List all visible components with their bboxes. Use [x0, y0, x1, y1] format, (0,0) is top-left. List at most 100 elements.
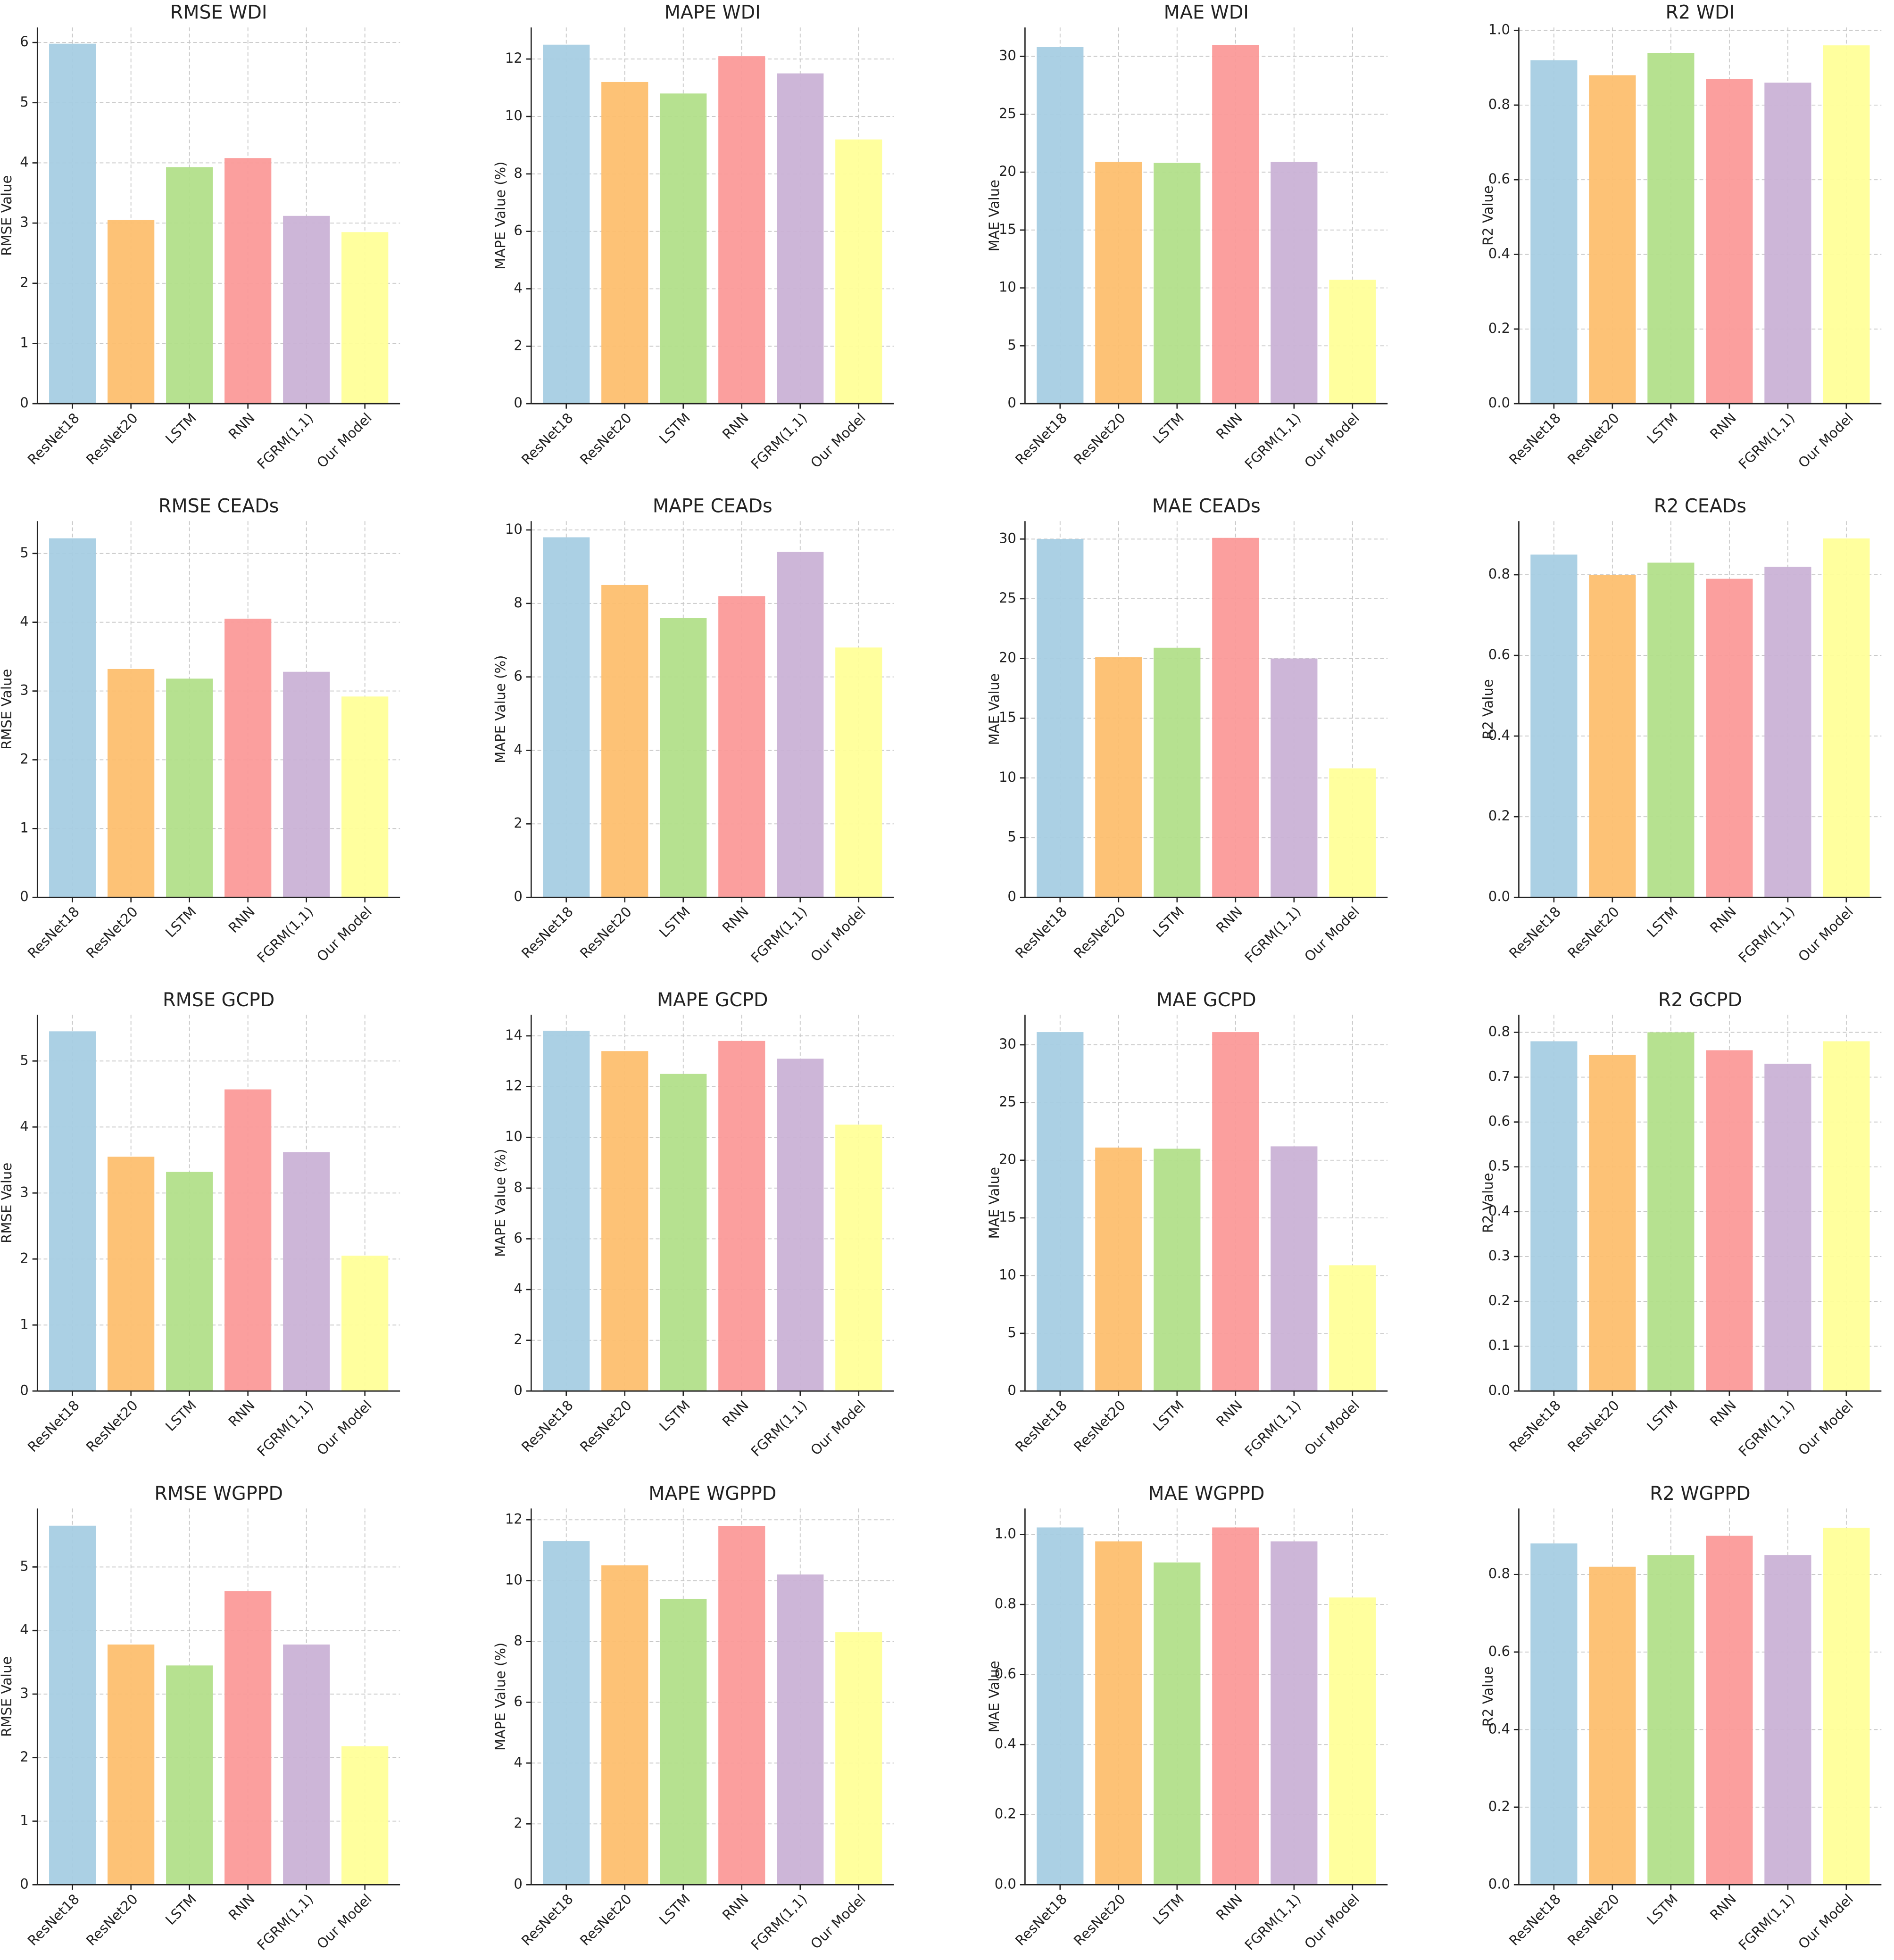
y-tick-label: 0 [20, 1876, 28, 1892]
y-tick-label: 2 [514, 1331, 522, 1348]
x-tick-label: FGRM(1,1) [748, 903, 810, 966]
bar [49, 43, 96, 404]
x-tick-label: FGRM(1,1) [1736, 410, 1798, 472]
x-tick-label: ResNet18 [1506, 903, 1564, 961]
y-tick-label: 0.0 [1488, 1876, 1510, 1892]
y-tick-label: 0.2 [995, 1806, 1016, 1822]
y-tick-label: 0.6 [1488, 646, 1510, 662]
bar [1037, 1032, 1084, 1391]
y-tick-label: 8 [514, 595, 522, 611]
y-tick-label: 5 [1007, 829, 1016, 845]
y-axis-label: RMSE Value [0, 669, 15, 750]
bar [835, 1632, 882, 1885]
bar [166, 1172, 213, 1391]
x-tick-label: ResNet18 [1012, 1891, 1070, 1949]
x-tick-label: RNN [1707, 410, 1739, 442]
y-tick-label: 0.2 [1488, 1798, 1510, 1814]
x-tick-label: FGRM(1,1) [1242, 410, 1304, 472]
x-tick-label: LSTM [1150, 1397, 1187, 1434]
x-tick-label: LSTM [656, 1891, 693, 1928]
y-tick-label: 0 [20, 395, 28, 411]
x-tick-label: RNN [719, 410, 752, 442]
x-tick-label: Our Model [314, 1891, 375, 1952]
x-tick-label: ResNet20 [83, 903, 141, 961]
bar [166, 167, 213, 404]
bar [1647, 562, 1695, 898]
y-tick-label: 1 [20, 819, 28, 835]
bar [1764, 1064, 1811, 1391]
bar [1706, 1535, 1753, 1885]
x-tick-label: LSTM [162, 1397, 199, 1434]
bar [283, 1644, 330, 1885]
x-tick-label: FGRM(1,1) [748, 410, 810, 472]
x-tick-label: FGRM(1,1) [748, 1891, 810, 1953]
y-tick-label: 0.6 [1488, 1643, 1510, 1659]
bar [777, 552, 824, 898]
y-tick-label: 4 [514, 742, 522, 758]
x-tick-label: ResNet20 [1564, 1891, 1622, 1949]
x-tick-label: Our Model [1795, 903, 1856, 965]
x-tick-label: LSTM [1150, 1891, 1187, 1928]
y-tick-label: 2 [20, 751, 28, 767]
y-tick-label: 0.7 [1488, 1068, 1510, 1084]
subplot: MAE WDI MAE Value 0 5 10 15 20 25 30 ResNet18 ResN… [986, 2, 1388, 472]
x-tick-label: FGRM(1,1) [748, 1397, 810, 1459]
bar [341, 696, 389, 898]
y-tick-label: 2 [20, 1749, 28, 1765]
bar [49, 1525, 96, 1885]
chart-title: R2 WDI [1666, 2, 1735, 24]
x-tick-label: ResNet20 [1564, 903, 1622, 961]
y-tick-label: 4 [514, 1281, 522, 1297]
bar [224, 1089, 272, 1391]
x-tick-label: ResNet20 [577, 903, 635, 961]
y-tick-label: 2 [514, 815, 522, 831]
y-tick-label: 4 [20, 154, 28, 170]
x-tick-label: LSTM [656, 1397, 693, 1434]
bar [1589, 1566, 1636, 1885]
x-tick-label: LSTM [1644, 1891, 1681, 1928]
y-tick-label: 0 [514, 888, 522, 904]
y-tick-label: 1 [20, 1812, 28, 1828]
y-tick-label: 25 [999, 105, 1016, 121]
x-tick-label: ResNet18 [25, 1397, 83, 1455]
bar [341, 1256, 389, 1391]
bar [543, 44, 590, 404]
y-tick-label: 30 [999, 48, 1016, 64]
y-tick-label: 10 [999, 769, 1016, 785]
y-tick-label: 0 [514, 1382, 522, 1398]
y-axis-label: MAE Value [986, 180, 1002, 251]
bar [1271, 658, 1318, 898]
y-tick-label: 0.4 [1488, 727, 1510, 743]
x-tick-label: LSTM [656, 410, 693, 447]
subplot: R2 WDI R2 Value 0.0 0.2 0.4 0.6 0.8 1.0 ResNet18… [1480, 2, 1882, 472]
bar [1271, 1541, 1318, 1885]
x-tick-label: Our Model [1301, 410, 1362, 471]
x-tick-label: RNN [1213, 410, 1246, 442]
y-tick-label: 0.0 [995, 1876, 1016, 1892]
chart-title: RMSE GCPD [163, 989, 274, 1011]
y-axis-label: MAPE Value (%) [492, 1149, 508, 1257]
x-tick-label: RNN [1707, 1891, 1739, 1923]
x-tick-label: ResNet18 [1012, 1397, 1070, 1455]
y-tick-label: 0.2 [1488, 808, 1510, 824]
y-tick-label: 0 [514, 395, 522, 411]
y-tick-label: 0.0 [1488, 888, 1510, 904]
bar [1154, 163, 1201, 404]
y-tick-label: 0 [1007, 395, 1016, 411]
y-tick-label: 10 [999, 1267, 1016, 1283]
y-tick-label: 10 [505, 1128, 523, 1144]
chart-title: MAPE WDI [665, 2, 761, 24]
bar [1095, 1541, 1142, 1885]
x-tick-label: FGRM(1,1) [254, 410, 316, 472]
y-tick-label: 20 [999, 163, 1016, 179]
chart-title: RMSE WDI [170, 2, 267, 24]
x-tick-label: ResNet20 [577, 410, 635, 468]
x-tick-label: RNN [719, 1891, 752, 1923]
x-tick-label: RNN [1707, 903, 1739, 936]
y-tick-label: 6 [20, 33, 28, 50]
x-tick-label: ResNet20 [577, 1891, 635, 1949]
bar [660, 618, 707, 898]
subplot: RMSE GCPD RMSE Value 0 1 2 3 4 5 ResNet18 ResNet2… [0, 989, 400, 1460]
y-tick-label: 0.8 [1488, 1023, 1510, 1039]
bar [1823, 1528, 1870, 1885]
